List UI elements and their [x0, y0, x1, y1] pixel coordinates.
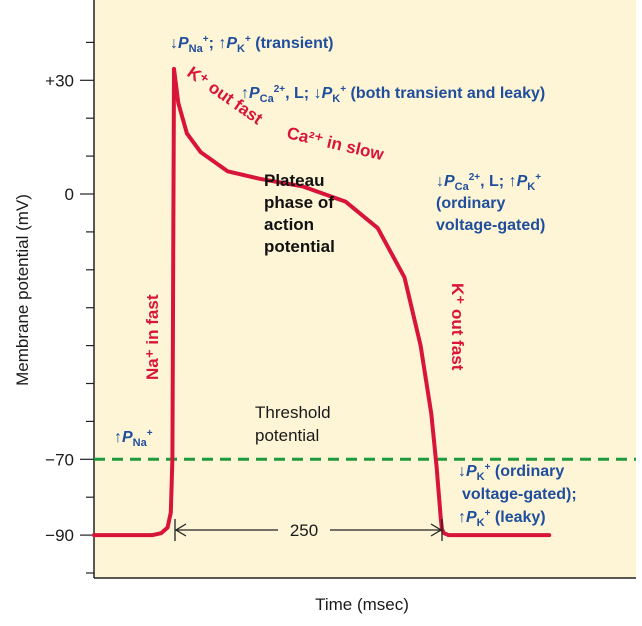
bottom-permeability-annotation-line1: ↓PK+ (ordinary	[458, 462, 564, 483]
up-arrow-icon: ↑	[114, 429, 122, 446]
bottom-permeability-annotation-line2: voltage-gated);	[462, 486, 577, 503]
duration-arrow-left	[174, 523, 187, 537]
right-permeability-annotation-line2: (ordinary	[436, 195, 505, 212]
down-arrow-icon: ↓	[436, 173, 444, 190]
threshold-label-line2: potential	[255, 426, 319, 445]
plateau-line-1: Plateau	[264, 171, 324, 190]
duration-marker: 250	[174, 519, 443, 541]
na-rise-permeability-annotation: ↑PNa+	[114, 428, 153, 449]
y-minor-ticks	[80, 41, 94, 574]
right-permeability-annotation-line3: voltage-gated)	[436, 217, 545, 234]
k-out-fast-right-label: K⁺ out fast	[448, 283, 467, 371]
y-tick-label: −70	[45, 450, 74, 469]
right-permeability-annotation-line1: ↓PCa2+, L; ↑PK+	[436, 172, 541, 193]
down-arrow-icon: ↓	[458, 463, 466, 480]
plateau-line-3: action	[264, 215, 314, 234]
up-arrow-icon: ↑	[241, 85, 249, 102]
up-arrow-icon: ↑	[509, 173, 517, 190]
threshold-label-line1: Threshold	[255, 403, 331, 422]
y-tick-label: 0	[65, 185, 74, 204]
na-in-fast-label: Na⁺ in fast	[143, 294, 162, 380]
x-axis-title: Time (msec)	[315, 595, 409, 614]
y-tick-labels: +30 0 −70 −90	[45, 71, 74, 545]
duration-label: 250	[290, 521, 318, 540]
action-potential-trace	[92, 66, 552, 538]
y-tick-label: −90	[45, 526, 74, 545]
down-arrow-icon: ↓	[170, 35, 178, 52]
second-permeability-annotation: ↑PCa2+, L; ↓PK+ (both transient and leak…	[241, 84, 545, 105]
y-axis-title: Membrane potential (mV)	[13, 194, 32, 386]
bottom-permeability-annotation-line3: ↑PK+ (leaky)	[458, 508, 546, 529]
up-arrow-icon: ↑	[218, 35, 226, 52]
top-permeability-annotation: ↓PNa+; ↑PK+ (transient)	[170, 34, 334, 55]
plateau-line-2: phase of	[264, 193, 334, 212]
up-arrow-icon: ↑	[458, 509, 466, 526]
down-arrow-icon: ↓	[314, 85, 322, 102]
duration-arrow-right	[430, 523, 443, 537]
plot-area	[94, 0, 636, 578]
plateau-line-4: potential	[264, 237, 335, 256]
y-tick-label: +30	[45, 71, 74, 90]
